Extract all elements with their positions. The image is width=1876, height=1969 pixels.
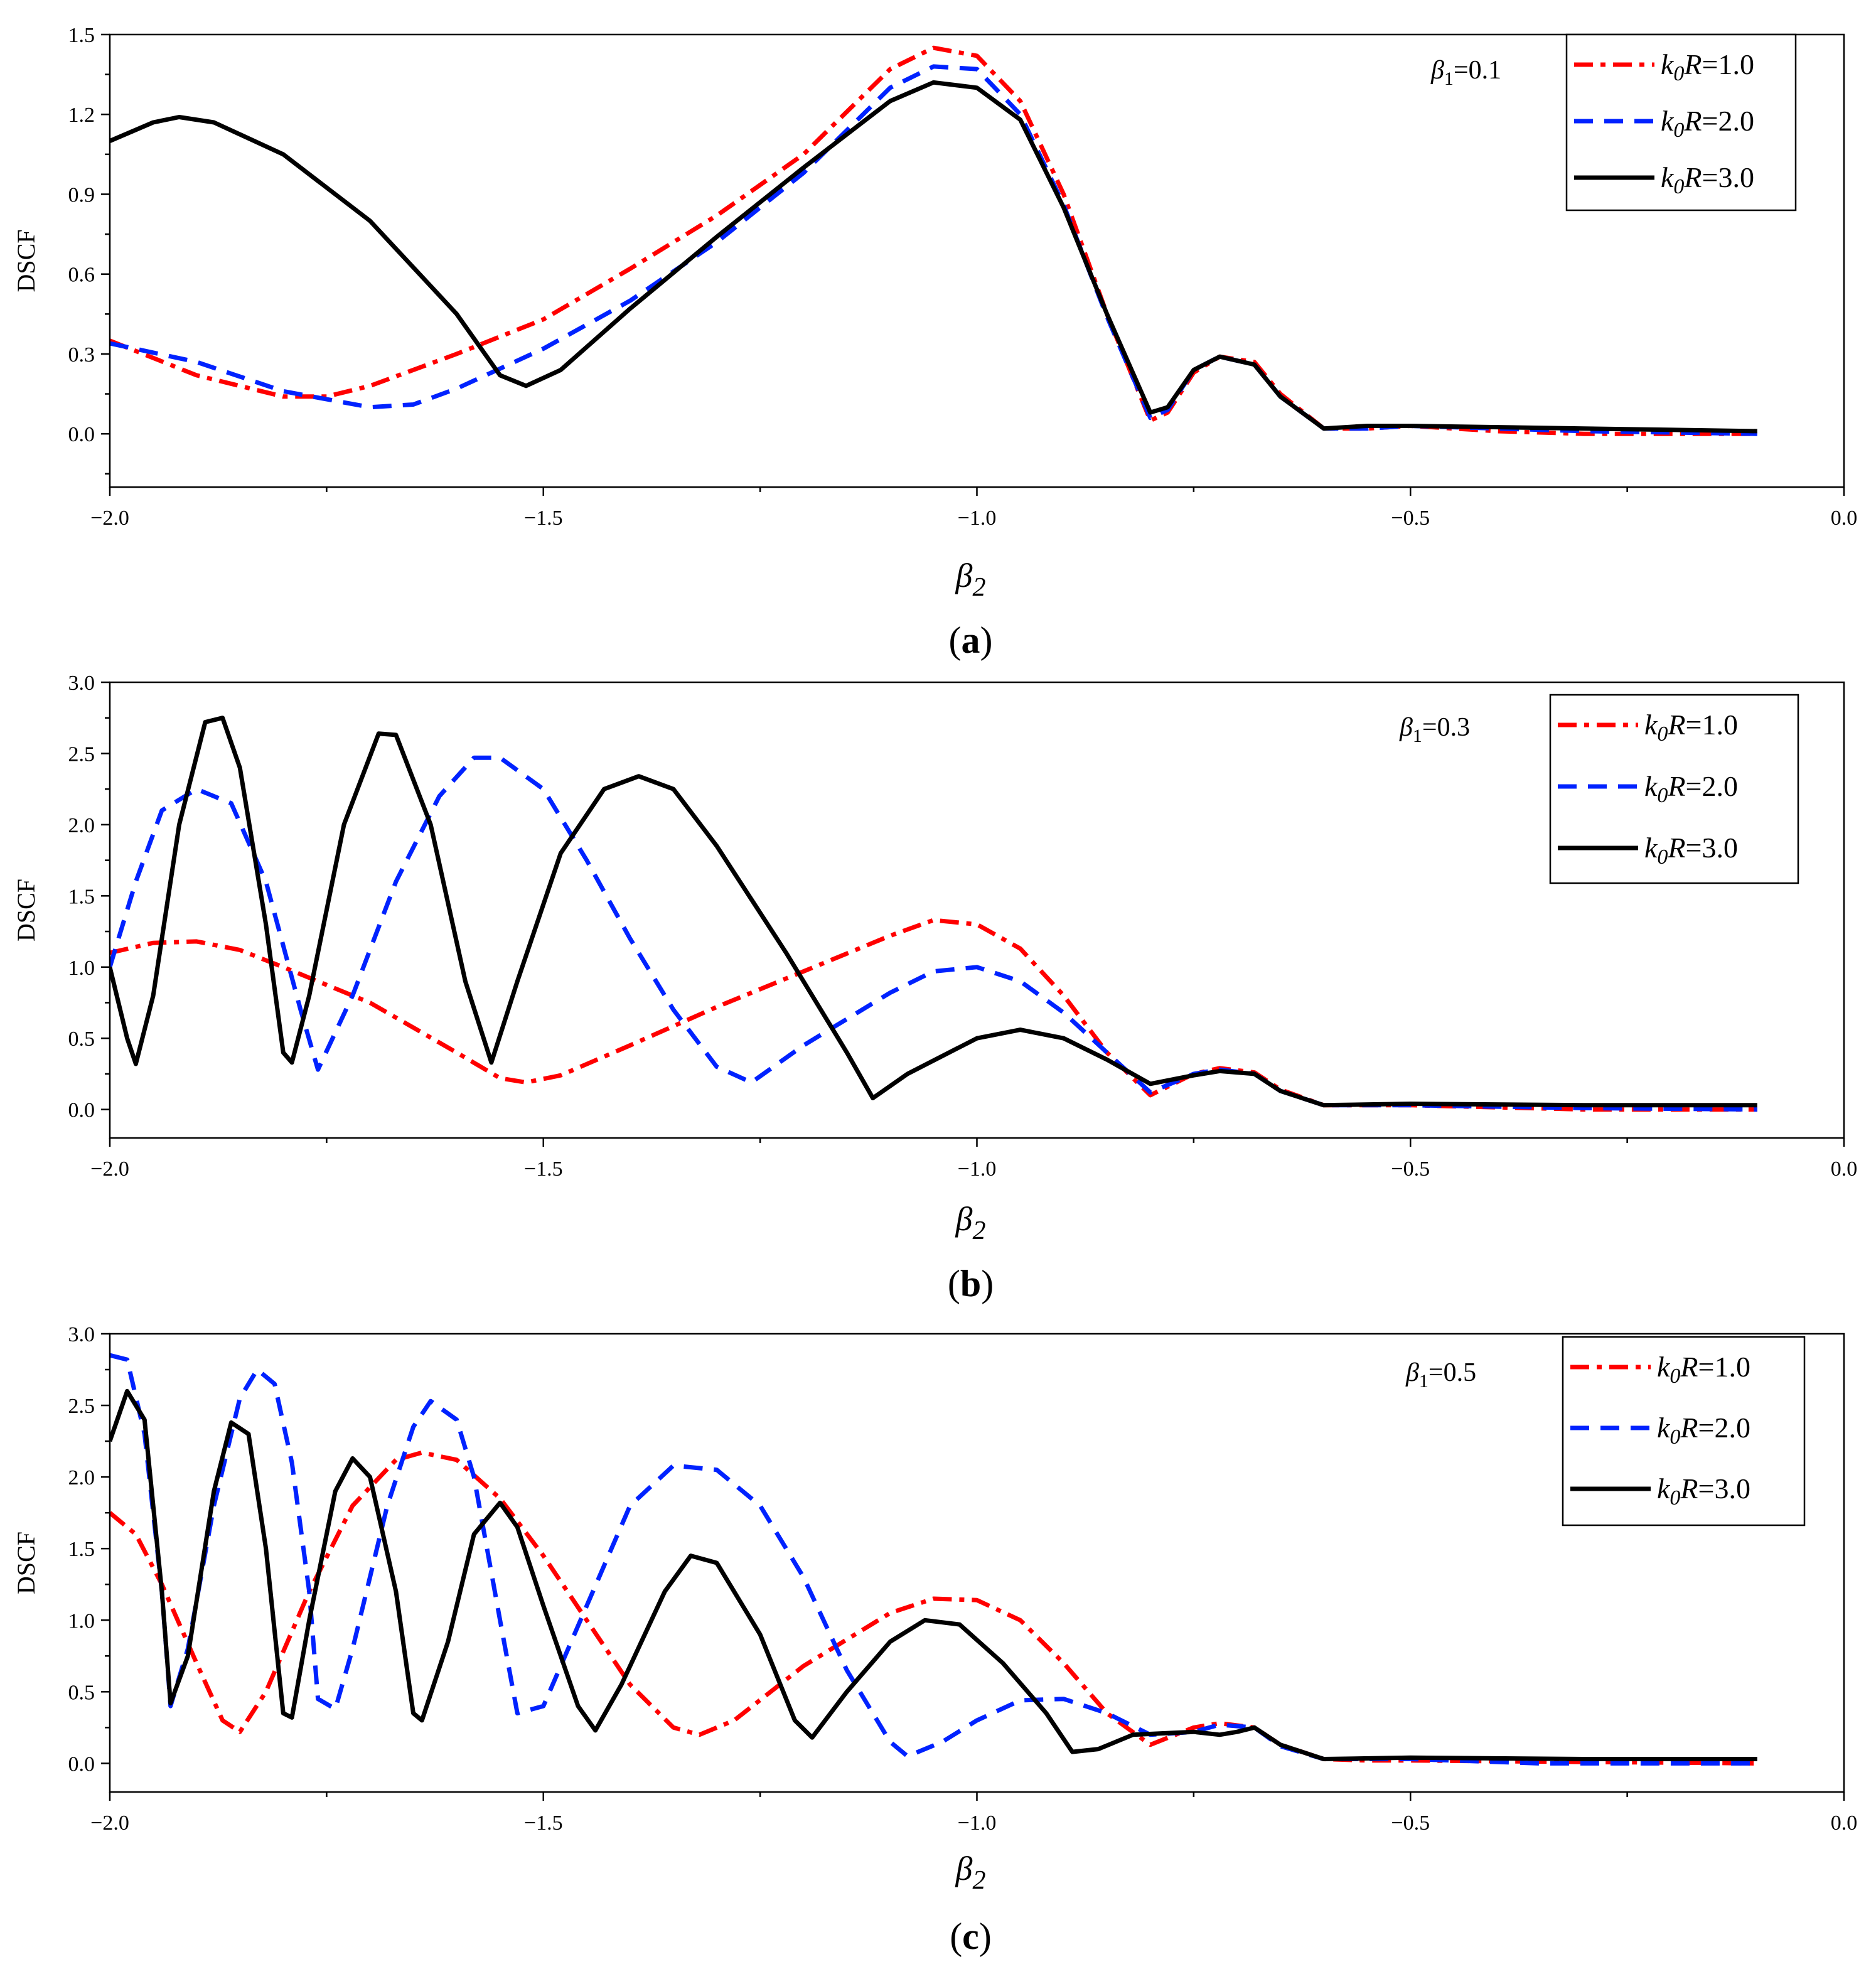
x-tick-label: −0.5 — [1391, 1811, 1430, 1835]
y-tick-label: 0.5 — [68, 1681, 95, 1704]
series-line-k0r-1 — [110, 45, 1757, 436]
x-tick-label: −1.0 — [958, 1157, 997, 1181]
y-tick-label: 2.0 — [68, 814, 95, 837]
y-axis-label: DSCF — [12, 1532, 40, 1594]
x-tick-label: 0.0 — [1831, 1157, 1858, 1181]
legend: k0R=1.0 k0R=2.0 k0R=3.0 — [1549, 694, 1799, 884]
y-tick-label: 1.0 — [68, 957, 95, 980]
y-tick-label: 3.0 — [68, 672, 95, 695]
y-tick-label: 2.0 — [68, 1466, 95, 1489]
chart-panel-a: −2.0 −1.5 −1.0 −0.5 0.0 0.0 0.3 0.6 0.9 1.2 1.5 DSC… — [12, 24, 1857, 661]
legend-label-k0r-1: k0R=1.0 — [1657, 1351, 1750, 1388]
panel-caption: (b) — [948, 1263, 994, 1304]
series-line-k0r-2 — [110, 755, 1757, 1112]
x-tick-label: 0.0 — [1831, 507, 1858, 530]
chart-panel-b: −2.0 −1.5 −1.0 −0.5 0.0 0.0 0.5 1.0 1.5 2.0 2.5 3.0… — [12, 672, 1857, 1304]
x-axis-label: β2 — [955, 1850, 986, 1895]
y-axis-label: DSCF — [12, 879, 40, 942]
series-line-k0r-2 — [110, 64, 1757, 436]
y-tick-label: 0.5 — [68, 1027, 95, 1051]
beta1-annotation: β1=0.1 — [1430, 56, 1501, 89]
series-line-k0r-3 — [110, 1388, 1757, 1761]
chart-panel-c: −2.0 −1.5 −1.0 −0.5 0.0 0.0 0.5 1.0 1.5 2.0 2.5 3.0… — [12, 1323, 1857, 1957]
x-tick-label: −0.5 — [1391, 1157, 1430, 1181]
panel-caption: (a) — [949, 620, 993, 661]
y-tick-label: 0.6 — [68, 264, 95, 287]
series-line-k0r-3 — [110, 80, 1757, 434]
legend-label-k0r-3: k0R=3.0 — [1661, 161, 1754, 198]
panel-caption: (c) — [950, 1916, 992, 1957]
x-tick-label: −1.5 — [524, 1157, 563, 1181]
series-line-k0r-1 — [110, 1450, 1757, 1766]
x-axis-label: β2 — [955, 557, 986, 602]
legend-box — [1549, 694, 1799, 884]
x-tick-label: −2.0 — [90, 507, 129, 530]
legend-label-k0r-2: k0R=2.0 — [1644, 770, 1738, 807]
x-tick-label: −2.0 — [90, 1811, 129, 1835]
y-axis-label: DSCF — [12, 229, 40, 292]
series-line-k0r-3 — [110, 716, 1757, 1108]
y-tick-label: 1.5 — [68, 24, 95, 47]
legend-label-k0r-3: k0R=3.0 — [1644, 832, 1738, 869]
x-tick-label: −1.5 — [524, 1811, 563, 1835]
legend-box — [1562, 1336, 1806, 1526]
y-tick-label: 2.5 — [68, 743, 95, 766]
y-tick-label: 1.2 — [68, 104, 95, 127]
legend-label-k0r-1: k0R=1.0 — [1661, 48, 1754, 85]
x-tick-label: −1.0 — [958, 507, 997, 530]
legend-label-k0r-3: k0R=3.0 — [1657, 1473, 1750, 1510]
y-tick-label: 0.0 — [68, 1752, 95, 1776]
x-tick-label: −2.0 — [90, 1157, 129, 1181]
y-tick-label: 3.0 — [68, 1323, 95, 1346]
y-tick-label: 1.0 — [68, 1609, 95, 1633]
x-tick-label: 0.0 — [1831, 1811, 1858, 1835]
y-tick-label: 0.0 — [68, 423, 95, 446]
y-tick-label: 0.9 — [68, 183, 95, 207]
legend-label-k0r-2: k0R=2.0 — [1661, 105, 1754, 142]
y-tick-label: 0.0 — [68, 1099, 95, 1122]
legend: k0R=1.0 k0R=2.0 k0R=3.0 — [1565, 33, 1797, 212]
legend-label-k0r-2: k0R=2.0 — [1657, 1412, 1750, 1449]
x-tick-label: −0.5 — [1391, 507, 1430, 530]
y-tick-label: 1.5 — [68, 885, 95, 908]
legend: k0R=1.0 k0R=2.0 k0R=3.0 — [1562, 1336, 1806, 1526]
beta1-annotation: β1=0.5 — [1405, 1358, 1476, 1392]
y-tick-label: 1.5 — [68, 1538, 95, 1561]
y-tick-label: 0.3 — [68, 343, 95, 367]
x-tick-label: −1.0 — [958, 1811, 997, 1835]
x-tick-label: −1.5 — [524, 507, 563, 530]
x-axis-label: β2 — [955, 1200, 986, 1245]
beta1-annotation: β1=0.3 — [1399, 713, 1470, 746]
y-tick-label: 2.5 — [68, 1395, 95, 1418]
legend-label-k0r-1: k0R=1.0 — [1644, 709, 1738, 746]
series-line-k0r-2 — [110, 1353, 1757, 1766]
series-line-k0r-1 — [110, 918, 1757, 1112]
